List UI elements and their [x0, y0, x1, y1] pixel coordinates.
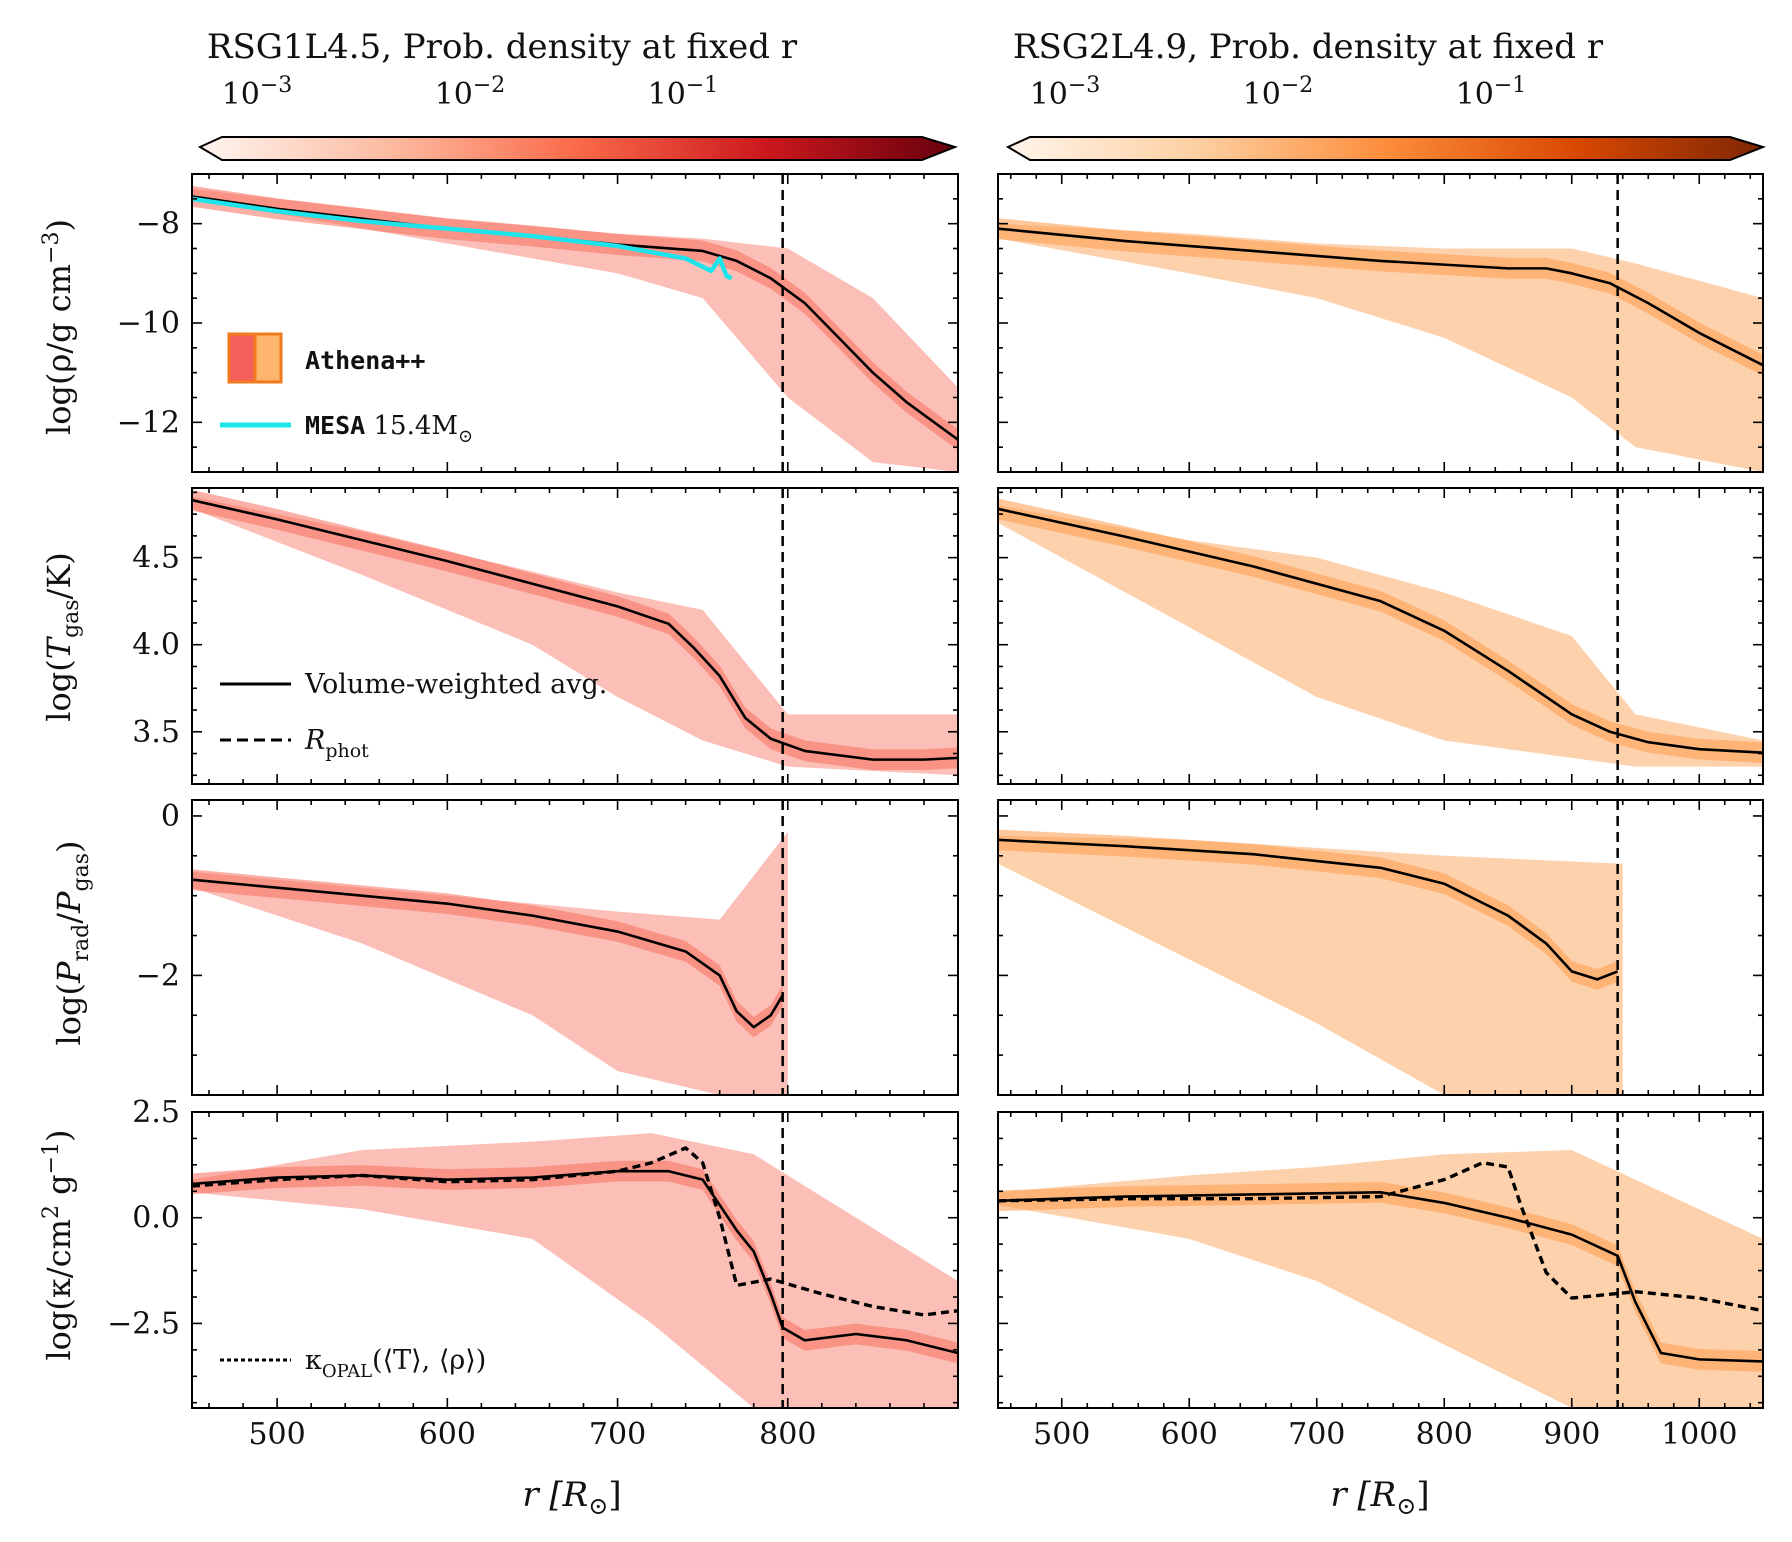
- y-tick-label: −2: [136, 958, 180, 993]
- colorbar-ticks-left: 10−3 10−2 10−1: [222, 73, 719, 112]
- legend-mesa-label: MESA 15.4M⊙: [305, 411, 473, 447]
- y-tick-label: 3.5: [132, 715, 180, 750]
- y-tick-label: 4.5: [132, 541, 180, 576]
- colorbar-title-right: RSG2L4.9, Prob. density at fixed r: [1013, 27, 1604, 67]
- svg-text:10−1: 10−1: [1456, 73, 1527, 112]
- volume-weighted-avg-line: [998, 1191, 1763, 1363]
- density-band: [192, 496, 958, 776]
- density-band: [192, 1133, 958, 1408]
- panel-pressure-ratio-left: 0 −2: [136, 799, 959, 1096]
- x-tick-label: 500: [1033, 1417, 1090, 1452]
- x-tick-label: 800: [759, 1417, 816, 1452]
- panel-frame: [997, 487, 1764, 785]
- y-tick-label: −2.5: [107, 1306, 180, 1341]
- svg-text:10−3: 10−3: [1030, 73, 1101, 112]
- density-band: [998, 835, 1623, 1095]
- x-tick-label: 600: [419, 1417, 476, 1452]
- colorbar-title-left: RSG1L4.5, Prob. density at fixed r: [207, 27, 798, 67]
- ylabel-temperature: log(Tgas/K): [40, 552, 84, 721]
- mesa-line: [192, 196, 733, 281]
- panel-frame: [191, 799, 959, 1096]
- legend-density: Athena++ MESA 15.4M⊙: [220, 332, 473, 447]
- panel-temperature-right: [997, 487, 1764, 785]
- kappa-opal-line: [192, 1146, 958, 1317]
- legend-athena-label: Athena++: [305, 346, 425, 375]
- x-tick-label: 900: [1543, 1417, 1600, 1452]
- volume-weighted-avg-line: [998, 507, 1763, 754]
- x-tick-label: 800: [1416, 1417, 1473, 1452]
- density-core: [192, 185, 958, 451]
- legend-athena-swatch-orange: [253, 332, 283, 384]
- colorbar-right: [1005, 136, 1767, 161]
- y-tick-label: −8: [136, 207, 180, 242]
- legend-vw-label: Volume-weighted avg.: [304, 669, 607, 700]
- panel-frame: [191, 1111, 959, 1409]
- legend-opacity: κOPAL(⟨T⟩, ⟨ρ⟩): [220, 1345, 486, 1382]
- colorbar-ticks-right: 10−3 10−2 10−1: [1030, 73, 1527, 112]
- legend-athena-swatch-red: [227, 332, 257, 384]
- svg-text:10−1: 10−1: [648, 73, 719, 112]
- svg-text:10−3: 10−3: [222, 73, 293, 112]
- panel-pressure-ratio-right: [997, 799, 1764, 1096]
- kappa-opal-line: [998, 1161, 1763, 1313]
- y-tick-label: 4.0: [132, 628, 180, 663]
- y-tick-label: −12: [117, 405, 180, 440]
- density-core: [998, 218, 1763, 376]
- density-band: [192, 188, 958, 472]
- panel-frame: [997, 1111, 1764, 1409]
- x-tick-label: 600: [1161, 1417, 1218, 1452]
- y-tick-label: 0: [161, 799, 180, 834]
- legend-rphot-label: Rphot: [304, 725, 369, 762]
- x-tick-label: 700: [589, 1417, 646, 1452]
- xlabel-left: r [R⊙]: [522, 1475, 621, 1520]
- x-tick-label: 700: [1288, 1417, 1345, 1452]
- y-tick-label: 0.0: [132, 1201, 180, 1236]
- y-tick-label: 2.5: [132, 1095, 180, 1130]
- density-band: [998, 1150, 1763, 1408]
- density-band: [998, 223, 1763, 472]
- panel-density-right: [997, 173, 1764, 473]
- x-tick-label: 1000: [1661, 1417, 1737, 1452]
- density-core: [192, 1160, 958, 1364]
- svg-text:10−2: 10−2: [1243, 73, 1314, 112]
- x-tick-label: 500: [248, 1417, 305, 1452]
- panel-frame: [191, 487, 959, 785]
- y-tick-label: −10: [117, 306, 180, 341]
- panel-opacity-left: 500 600 700 800 2.5 0.0 −2.5: [107, 1095, 959, 1452]
- panel-frame: [997, 799, 1764, 1096]
- density-band: [998, 505, 1763, 767]
- panel-opacity-right: 500 600 700 800 900 1000: [997, 1111, 1764, 1452]
- volume-weighted-avg-line: [998, 838, 1619, 981]
- panel-density-left: −8 −10 −12: [117, 173, 959, 473]
- legend-temperature: Volume-weighted avg. Rphot: [220, 669, 607, 762]
- legend-kopal-label: κOPAL(⟨T⟩, ⟨ρ⟩): [305, 1345, 486, 1382]
- svg-text:10−2: 10−2: [435, 73, 506, 112]
- colorbar-left: [197, 136, 959, 161]
- ylabel-opacity: log(κ/cm2 g−1): [39, 1129, 78, 1360]
- volume-weighted-avg-line: [192, 498, 958, 761]
- ylabel-density: log(ρ/g cm−3): [39, 219, 78, 435]
- density-core: [998, 1181, 1763, 1372]
- ylabel-pressure-ratio: log(Prad/Pgas): [50, 840, 94, 1045]
- xlabel-right: r [R⊙]: [1330, 1475, 1429, 1520]
- volume-weighted-avg-line: [192, 878, 784, 1029]
- panel-temperature-left: 4.5 4.0 3.5: [132, 487, 959, 785]
- volume-weighted-avg-line: [998, 227, 1763, 367]
